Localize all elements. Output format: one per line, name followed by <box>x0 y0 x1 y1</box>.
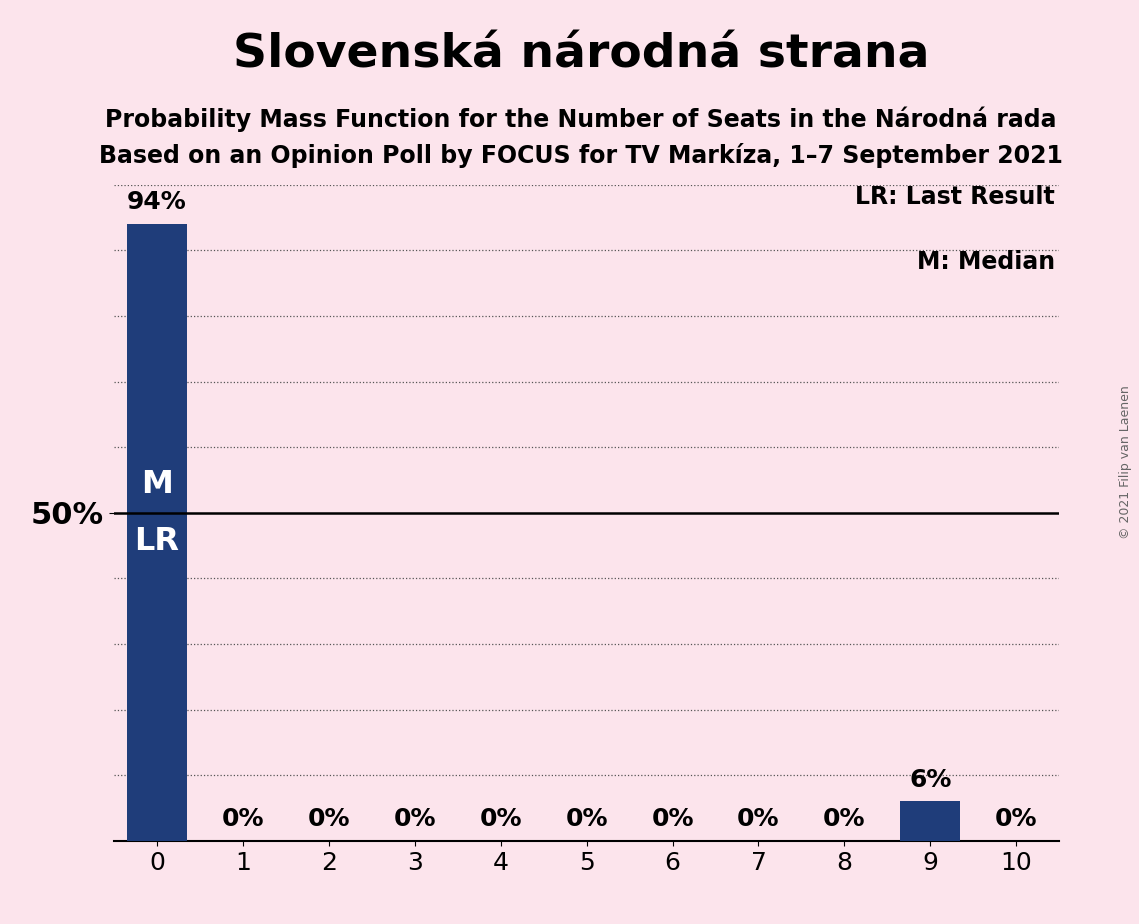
Text: 94%: 94% <box>126 190 187 214</box>
Text: 0%: 0% <box>222 807 264 831</box>
Text: LR: Last Result: LR: Last Result <box>855 185 1055 209</box>
Text: 0%: 0% <box>480 807 522 831</box>
Text: Slovenská národná strana: Slovenská národná strana <box>232 32 929 78</box>
Text: 0%: 0% <box>308 807 350 831</box>
Text: 0%: 0% <box>652 807 694 831</box>
Bar <box>126 225 187 841</box>
Text: 0%: 0% <box>823 807 866 831</box>
Text: 0%: 0% <box>737 807 780 831</box>
Text: M: Median: M: Median <box>917 250 1055 274</box>
Text: © 2021 Filip van Laenen: © 2021 Filip van Laenen <box>1118 385 1132 539</box>
Text: LR: LR <box>134 526 179 557</box>
Bar <box>900 801 960 841</box>
Text: Based on an Opinion Poll by FOCUS for TV Markíza, 1–7 September 2021: Based on an Opinion Poll by FOCUS for TV… <box>99 143 1063 168</box>
Text: 0%: 0% <box>393 807 436 831</box>
Text: M: M <box>141 468 173 500</box>
Text: 0%: 0% <box>995 807 1038 831</box>
Text: Probability Mass Function for the Number of Seats in the Národná rada: Probability Mass Function for the Number… <box>105 106 1057 132</box>
Text: 6%: 6% <box>909 768 951 792</box>
Text: 0%: 0% <box>565 807 608 831</box>
